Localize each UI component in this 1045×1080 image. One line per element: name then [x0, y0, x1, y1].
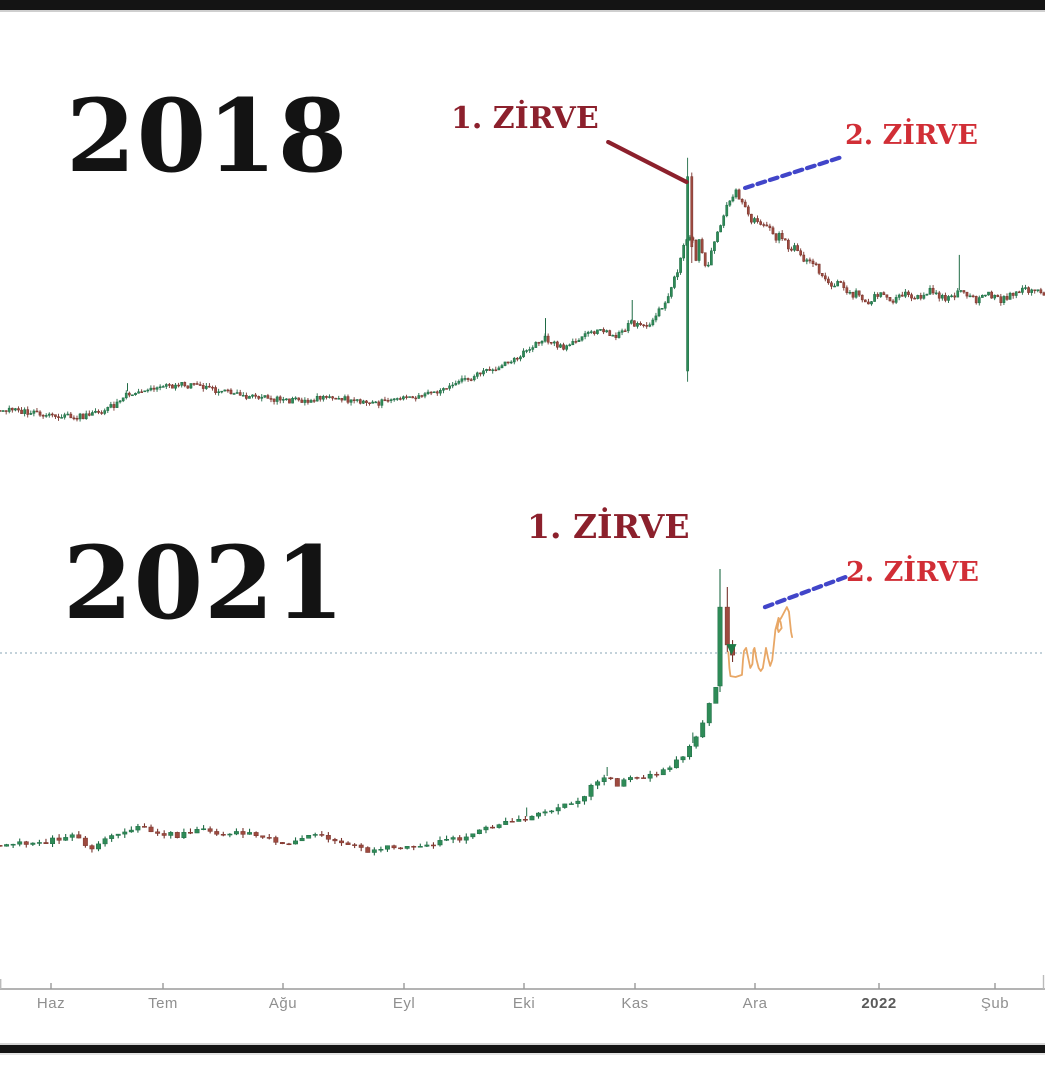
axis-tick-label: Eki — [512, 995, 536, 1012]
axis-tick-label: Tem — [148, 995, 178, 1012]
axis-tick-label: Eyl — [392, 995, 416, 1012]
x-axis-labels: Haz Tem Ağu Eyl Eki Kas Ara 2022 Şub — [0, 975, 1045, 1020]
year-label-2021: 2021 — [63, 524, 346, 642]
annotation-2021-peak1: 1. ZİRVE — [527, 507, 690, 546]
annotation-2018-peak2: 2. ZİRVE — [845, 120, 978, 151]
axis-tick-label: Haz — [36, 995, 66, 1012]
top-frame-border — [0, 0, 1045, 12]
axis-tick-label: Ara — [742, 995, 768, 1012]
candles-2018 — [0, 157, 1045, 422]
annotation-2021-peak2: 2. ZİRVE — [846, 557, 979, 588]
year-label-2018: 2018 — [66, 77, 349, 195]
axis-tick-label: Şub — [980, 995, 1010, 1012]
axis-tick-label: 2022 — [861, 995, 897, 1012]
bottom-frame-border — [0, 1043, 1045, 1055]
annotation-2018-peak1: 1. ZİRVE — [451, 101, 599, 136]
axis-tick-label: Ağu — [268, 995, 298, 1012]
projection-path — [727, 606, 794, 678]
pointer-line-peak2 — [762, 575, 848, 610]
pointer-line-peak2 — [742, 154, 845, 191]
axis-tick-label: Kas — [621, 995, 649, 1012]
pointer-line-peak1 — [606, 140, 689, 185]
down-arrow-marker — [726, 644, 737, 656]
